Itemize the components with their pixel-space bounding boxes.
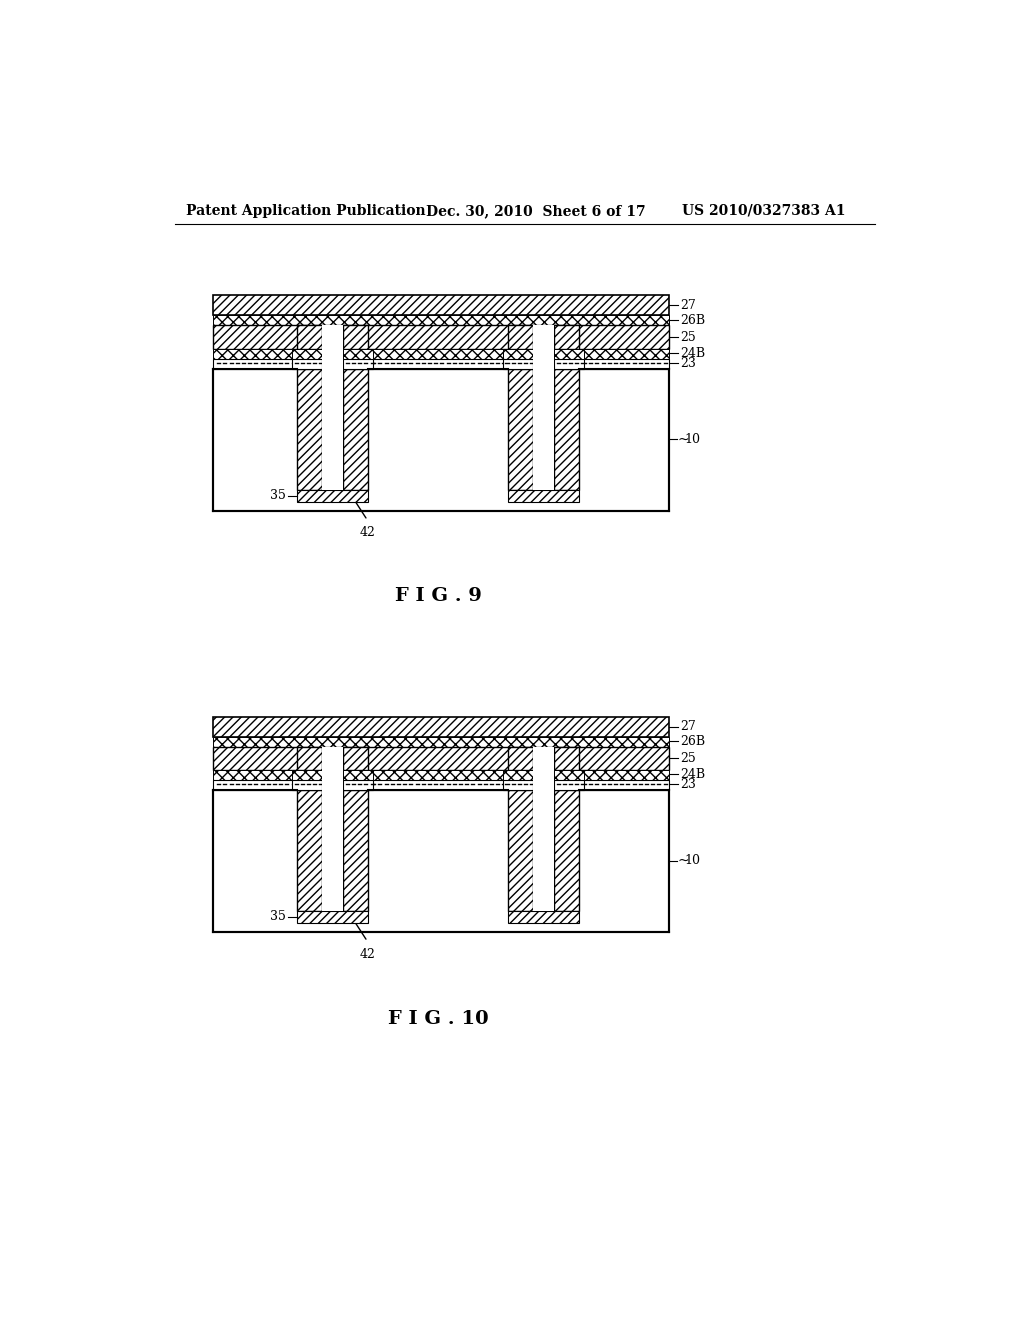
Bar [213, 717, 669, 737]
Bar [503, 348, 532, 359]
Bar [532, 326, 554, 490]
Bar [532, 780, 554, 789]
Bar [213, 789, 669, 932]
Bar [322, 326, 343, 490]
Bar [503, 770, 532, 780]
Text: 26B: 26B [680, 735, 705, 748]
Bar [554, 780, 584, 789]
Text: 27: 27 [680, 298, 695, 312]
Text: 25: 25 [680, 330, 695, 343]
Bar [322, 359, 343, 368]
Bar [508, 747, 532, 770]
Text: F I G . 10: F I G . 10 [388, 1010, 488, 1028]
Bar [554, 348, 584, 359]
Bar [508, 911, 579, 923]
Bar [297, 368, 322, 490]
Text: 35: 35 [270, 490, 286, 502]
Text: 10: 10 [684, 433, 700, 446]
Text: 42: 42 [359, 948, 376, 961]
Bar [213, 737, 669, 747]
Bar [343, 747, 369, 770]
Bar [292, 348, 322, 359]
Text: 27: 27 [680, 721, 695, 733]
Text: 10: 10 [684, 854, 700, 867]
Bar [532, 789, 554, 911]
Bar [213, 780, 669, 789]
Bar [322, 368, 343, 490]
Bar [213, 296, 669, 315]
Bar [532, 359, 554, 368]
Bar [343, 326, 369, 348]
Bar [297, 490, 369, 502]
Text: Dec. 30, 2010  Sheet 6 of 17: Dec. 30, 2010 Sheet 6 of 17 [426, 203, 646, 218]
Bar [554, 789, 579, 911]
Text: 26B: 26B [680, 314, 705, 326]
Bar [343, 359, 373, 368]
Bar [297, 911, 369, 923]
Bar [343, 348, 373, 359]
Bar [343, 770, 373, 780]
Bar [503, 780, 532, 789]
Bar [532, 770, 554, 780]
Bar [322, 780, 343, 789]
Bar [213, 368, 669, 511]
Text: F I G . 9: F I G . 9 [394, 587, 481, 605]
Text: 24B: 24B [680, 768, 705, 781]
Bar [532, 747, 554, 911]
Bar [554, 368, 579, 490]
Bar [503, 359, 532, 368]
Bar [343, 368, 369, 490]
Bar [532, 348, 554, 359]
Text: US 2010/0327383 A1: US 2010/0327383 A1 [682, 203, 846, 218]
Bar [554, 770, 584, 780]
Text: ~: ~ [678, 854, 689, 867]
Bar [292, 359, 322, 368]
Bar [322, 789, 343, 911]
Bar [322, 348, 343, 359]
Text: ~: ~ [678, 433, 689, 446]
Bar [213, 348, 669, 359]
Text: 23: 23 [680, 777, 695, 791]
Bar [554, 326, 579, 348]
Bar [213, 359, 669, 368]
Bar [554, 359, 584, 368]
Bar [213, 315, 669, 326]
Bar [508, 368, 532, 490]
Bar [213, 747, 669, 770]
Bar [343, 789, 369, 911]
Text: Patent Application Publication: Patent Application Publication [186, 203, 426, 218]
Bar [292, 780, 322, 789]
Bar [297, 326, 322, 348]
Bar [213, 770, 669, 780]
Bar [322, 747, 343, 911]
Text: 24B: 24B [680, 347, 705, 360]
Bar [297, 747, 322, 770]
Text: 35: 35 [270, 911, 286, 924]
Bar [297, 789, 322, 911]
Text: 23: 23 [680, 356, 695, 370]
Bar [508, 789, 532, 911]
Bar [508, 326, 532, 348]
Bar [343, 780, 373, 789]
Bar [554, 747, 579, 770]
Bar [322, 770, 343, 780]
Text: 25: 25 [680, 751, 695, 764]
Bar [292, 770, 322, 780]
Bar [213, 326, 669, 348]
Text: 42: 42 [359, 527, 376, 540]
Bar [508, 490, 579, 502]
Bar [532, 368, 554, 490]
